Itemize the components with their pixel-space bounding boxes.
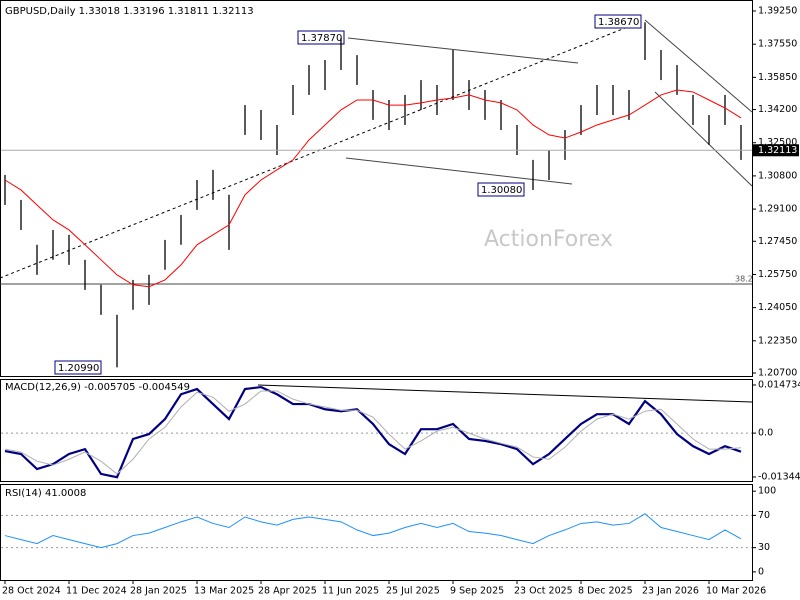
callout: 1.30080	[477, 182, 525, 197]
watermark: ActionForex	[484, 227, 613, 252]
callout-label: 1.20990	[58, 363, 99, 374]
y-tick-label: 1.29100	[758, 204, 797, 215]
callout-label: 1.30080	[481, 185, 522, 196]
x-tick-label: 25 Jul 2025	[386, 586, 440, 597]
y-tick-label: 1.34200	[758, 104, 797, 115]
callout: 1.37870	[297, 30, 345, 45]
x-tick-label: 9 Sep 2025	[450, 586, 504, 597]
x-tick-label: 23 Jan 2026	[642, 586, 699, 597]
price-panel	[0, 0, 753, 377]
price-title: GBPUSD,Daily 1.33018 1.33196 1.31811 1.3…	[5, 6, 254, 17]
y-tick-label: 70	[758, 510, 770, 521]
callout: 1.38670	[594, 14, 642, 29]
y-tick-label: 1.20700	[758, 367, 797, 378]
macd-title: MACD(12,26,9) -0.005705 -0.004549	[5, 382, 190, 393]
series-line	[4, 385, 742, 479]
macd-trend-line	[257, 384, 753, 403]
y-tick-label: 0	[758, 566, 764, 577]
y-tick-label: 1.35850	[758, 72, 797, 83]
y-tick-label: 0.014734	[758, 380, 800, 391]
series-line	[4, 89, 742, 288]
y-tick-label: 1.39250	[758, 6, 797, 17]
x-tick-label: 13 Mar 2025	[194, 586, 254, 597]
channel-line	[644, 19, 753, 113]
y-tick-label: 1.22350	[758, 335, 797, 346]
fib-label: 38.2	[735, 275, 753, 284]
x-tick-label: 28 Jan 2025	[130, 586, 187, 597]
current-price-label: 1.32113	[758, 145, 797, 156]
y-tick-label: 1.25750	[758, 269, 797, 280]
y-tick-label: 100	[758, 486, 776, 497]
callout: 1.20990	[54, 360, 102, 375]
channel-line	[347, 37, 579, 64]
macd-panel	[0, 379, 753, 482]
x-tick-label: 28 Oct 2024	[2, 586, 61, 597]
channel-line	[345, 157, 573, 185]
x-tick-label: 11 Dec 2024	[66, 586, 127, 597]
x-tick-label: 28 Apr 2025	[258, 586, 317, 597]
y-tick-label: 1.27450	[758, 236, 797, 247]
channel-line	[654, 91, 753, 187]
y-tick-label: 1.37550	[758, 39, 797, 50]
y-tick-label: 1.24050	[758, 302, 797, 313]
y-tick-label: -0.013442	[758, 472, 800, 483]
series-line	[4, 390, 742, 475]
x-tick-label: 10 Mar 2026	[706, 586, 766, 597]
current-price-box	[753, 144, 799, 157]
rsi-panel	[0, 484, 753, 581]
rsi-title: RSI(14) 41.0008	[5, 488, 86, 499]
callout-label: 1.37870	[301, 33, 342, 44]
x-tick-label: 23 Oct 2025	[514, 586, 573, 597]
y-tick-label: 1.32500	[758, 137, 797, 148]
y-tick-label: 0.0	[758, 428, 773, 439]
callout-label: 1.38670	[598, 17, 639, 28]
y-tick-label: 1.30800	[758, 170, 797, 181]
x-tick-label: 11 Jun 2025	[322, 586, 379, 597]
series-line	[4, 513, 742, 549]
x-tick-label: 8 Dec 2025	[578, 586, 633, 597]
y-tick-label: 30	[758, 542, 770, 553]
